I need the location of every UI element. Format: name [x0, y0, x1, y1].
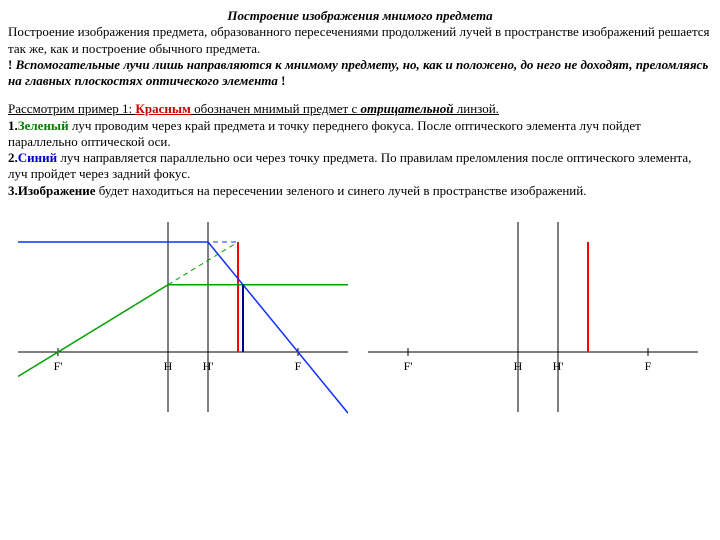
step-2: 2.Синий луч направляется параллельно оси…	[8, 150, 712, 183]
excl-close: !	[278, 73, 286, 88]
step2-text: луч направляется параллельно оси через т…	[8, 150, 691, 181]
step-3: 3.Изображение будет находиться на пересе…	[8, 183, 712, 199]
diagram-right: F' H H' F	[368, 217, 698, 417]
diagram-row: F' H H' F F' H H' F	[8, 217, 712, 417]
step1-num: 1.	[8, 118, 18, 133]
diagram-left: F' H H' F	[18, 217, 348, 417]
svg-text:F': F'	[404, 359, 413, 373]
step-1: 1.Зеленый луч проводим через край предме…	[8, 118, 712, 151]
svg-text:F: F	[645, 359, 652, 373]
step3-num: 3.	[8, 183, 18, 198]
intro-paragraph: Построение изображения предмета, образов…	[8, 24, 712, 57]
step2-color: Синий	[18, 150, 57, 165]
txt-c: обозначен мнимый предмет с	[191, 101, 361, 116]
example-lead: Рассмотрим пример 1:	[8, 101, 135, 116]
red-word: Красным	[135, 101, 190, 116]
negative-word: отрицательной	[360, 101, 453, 116]
emphasis-paragraph: ! Вспомогательные лучи лишь направляются…	[8, 57, 712, 90]
page-title: Построение изображения мнимого предмета	[8, 8, 712, 24]
step1-text: луч проводим через край предмета и точку…	[8, 118, 641, 149]
step3-text: будет находиться на пересечении зеленого…	[96, 183, 587, 198]
svg-text:H': H'	[203, 359, 214, 373]
step2-num: 2.	[8, 150, 18, 165]
example-intro: Рассмотрим пример 1: Красным обозначен м…	[8, 101, 712, 117]
svg-text:H: H	[164, 359, 173, 373]
emphasis-text: Вспомогательные лучи лишь направляются к…	[8, 57, 708, 88]
svg-text:H: H	[514, 359, 523, 373]
svg-text:H': H'	[553, 359, 564, 373]
svg-text:F': F'	[54, 359, 63, 373]
step1-color: Зеленый	[18, 118, 69, 133]
step3-word: Изображение	[18, 183, 96, 198]
svg-text:F: F	[295, 359, 302, 373]
txt-e: линзой.	[454, 101, 499, 116]
